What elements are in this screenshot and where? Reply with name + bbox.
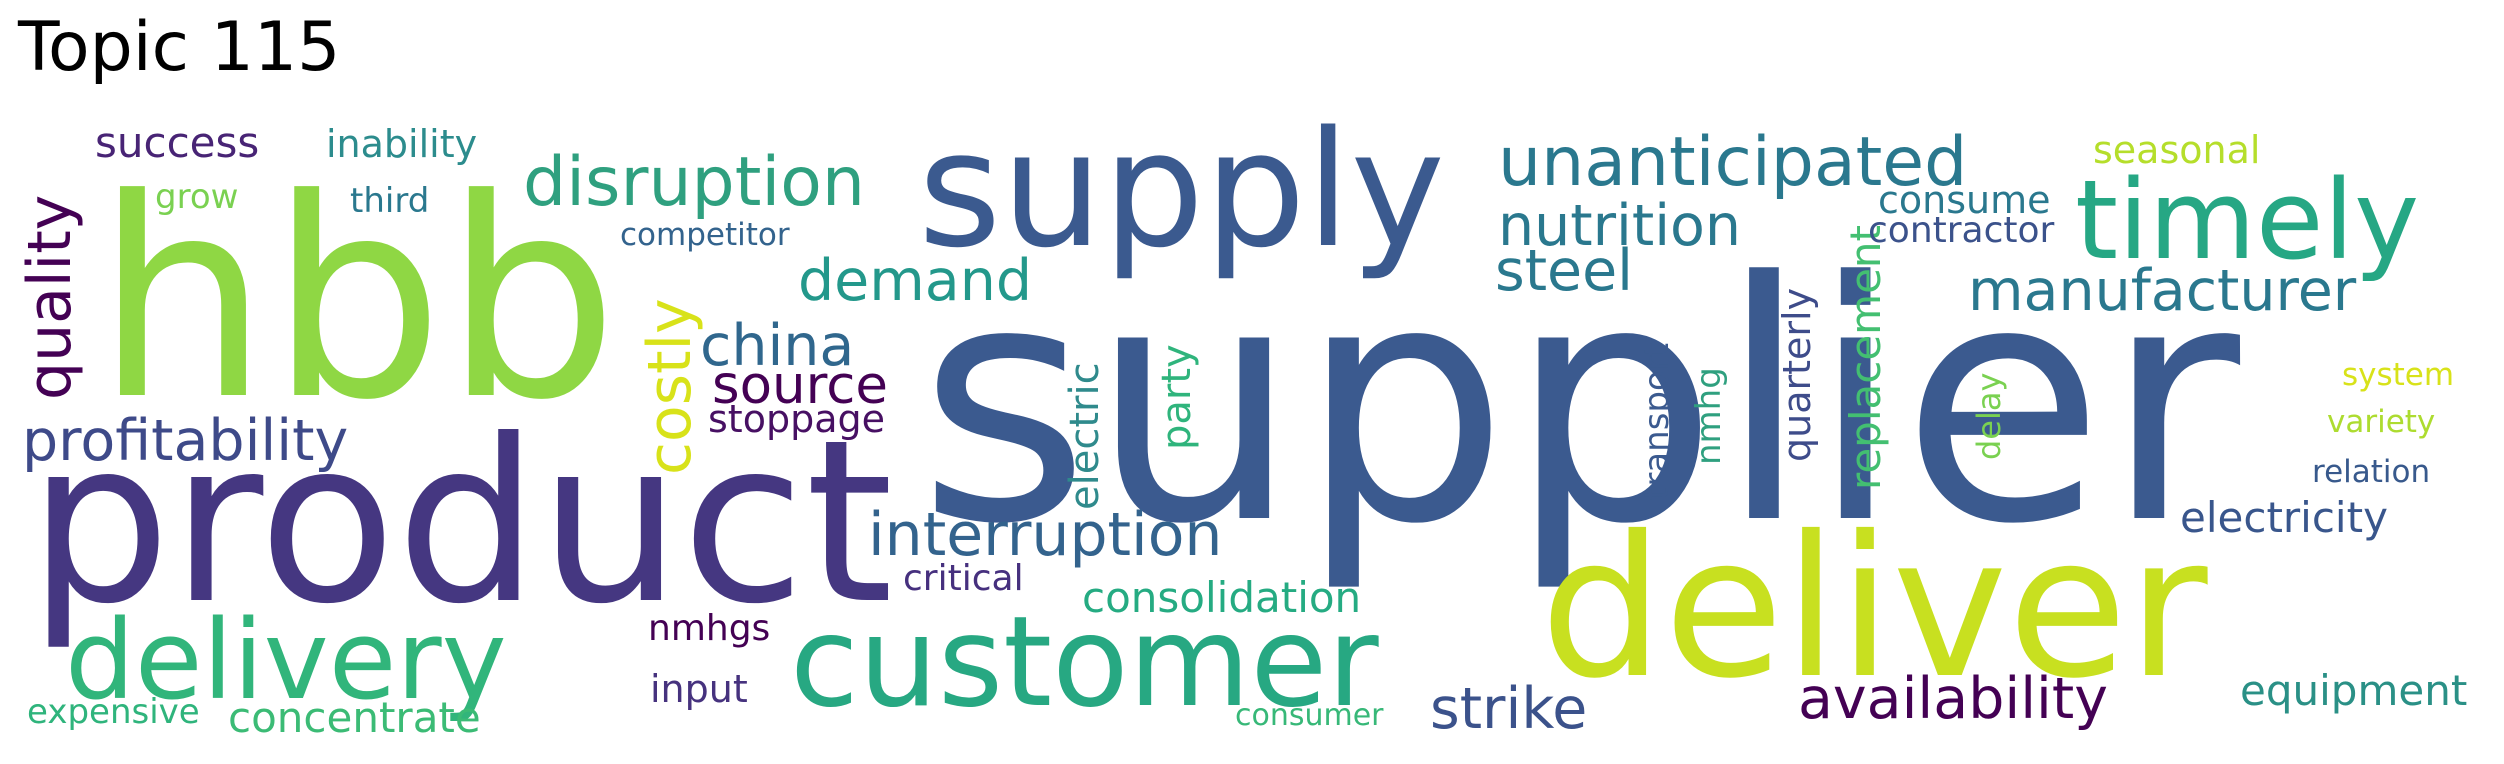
word-customer: customer [790,590,1379,735]
word-hbb: hbb [95,140,618,460]
word-competitor: competitor [620,217,790,253]
word-interruption: interruption [868,500,1222,570]
word-nutrition: nutrition [1498,193,1741,259]
word-transport: transport [1637,343,1677,500]
word-nmhgs: nmhgs [648,608,770,649]
word-strike: strike [1430,676,1587,742]
word-contractor: contractor [1868,210,2055,251]
word-relation: relation [2312,454,2430,490]
word-expensive: expensive [27,692,200,732]
word-supplier: supplier [918,212,2244,596]
word-input: input [650,667,748,711]
page-title: Topic 115 [18,8,341,87]
word-replacement: replacement [1841,225,1890,490]
word-disruption: disruption [523,143,865,222]
word-electricity: electricity [2180,493,2388,542]
word-availability: availability [1798,666,2108,732]
word-equipment: equipment [2240,666,2467,715]
word-variety: variety [2327,404,2435,440]
word-consume: consume [1878,178,2051,222]
word-quarterly: quarterly [1775,288,1819,462]
word-profitability: profitability [22,408,348,474]
word-steel: steel [1495,238,1633,304]
word-critical: critical [903,558,1024,599]
word-consolidation: consolidation [1082,573,1361,622]
word-inability: inability [326,122,477,166]
word-success: success [95,118,259,167]
word-quality: quality [15,195,85,400]
word-system: system [2342,357,2454,393]
word-timely: timely [2075,156,2419,284]
word-product: product [28,392,893,654]
word-unanticipated: unanticipated [1498,123,1967,202]
word-consumer: consumer [1235,698,1384,733]
word-party: party [1154,344,1200,450]
word-stoppage: stoppage [708,397,885,441]
word-delivery: delivery [65,596,507,724]
word-nmhg: nmhg [1689,367,1729,465]
word-costly: costly [635,298,705,475]
word-supply: supply [918,96,1445,283]
word-seasonal: seasonal [2093,128,2260,172]
word-delay: delay [1970,373,2008,460]
word-demand: demand [798,248,1032,314]
word-source: source [712,355,888,416]
word-china: china [700,313,854,379]
word-concentrate: concentrate [228,693,481,742]
word-third: third [350,181,429,221]
word-deliver: deliver [1540,494,2208,721]
word-manufacturer: manufacturer [1968,258,2357,324]
word-grow: grow [155,177,238,217]
word-electric: electric [1062,362,1108,510]
